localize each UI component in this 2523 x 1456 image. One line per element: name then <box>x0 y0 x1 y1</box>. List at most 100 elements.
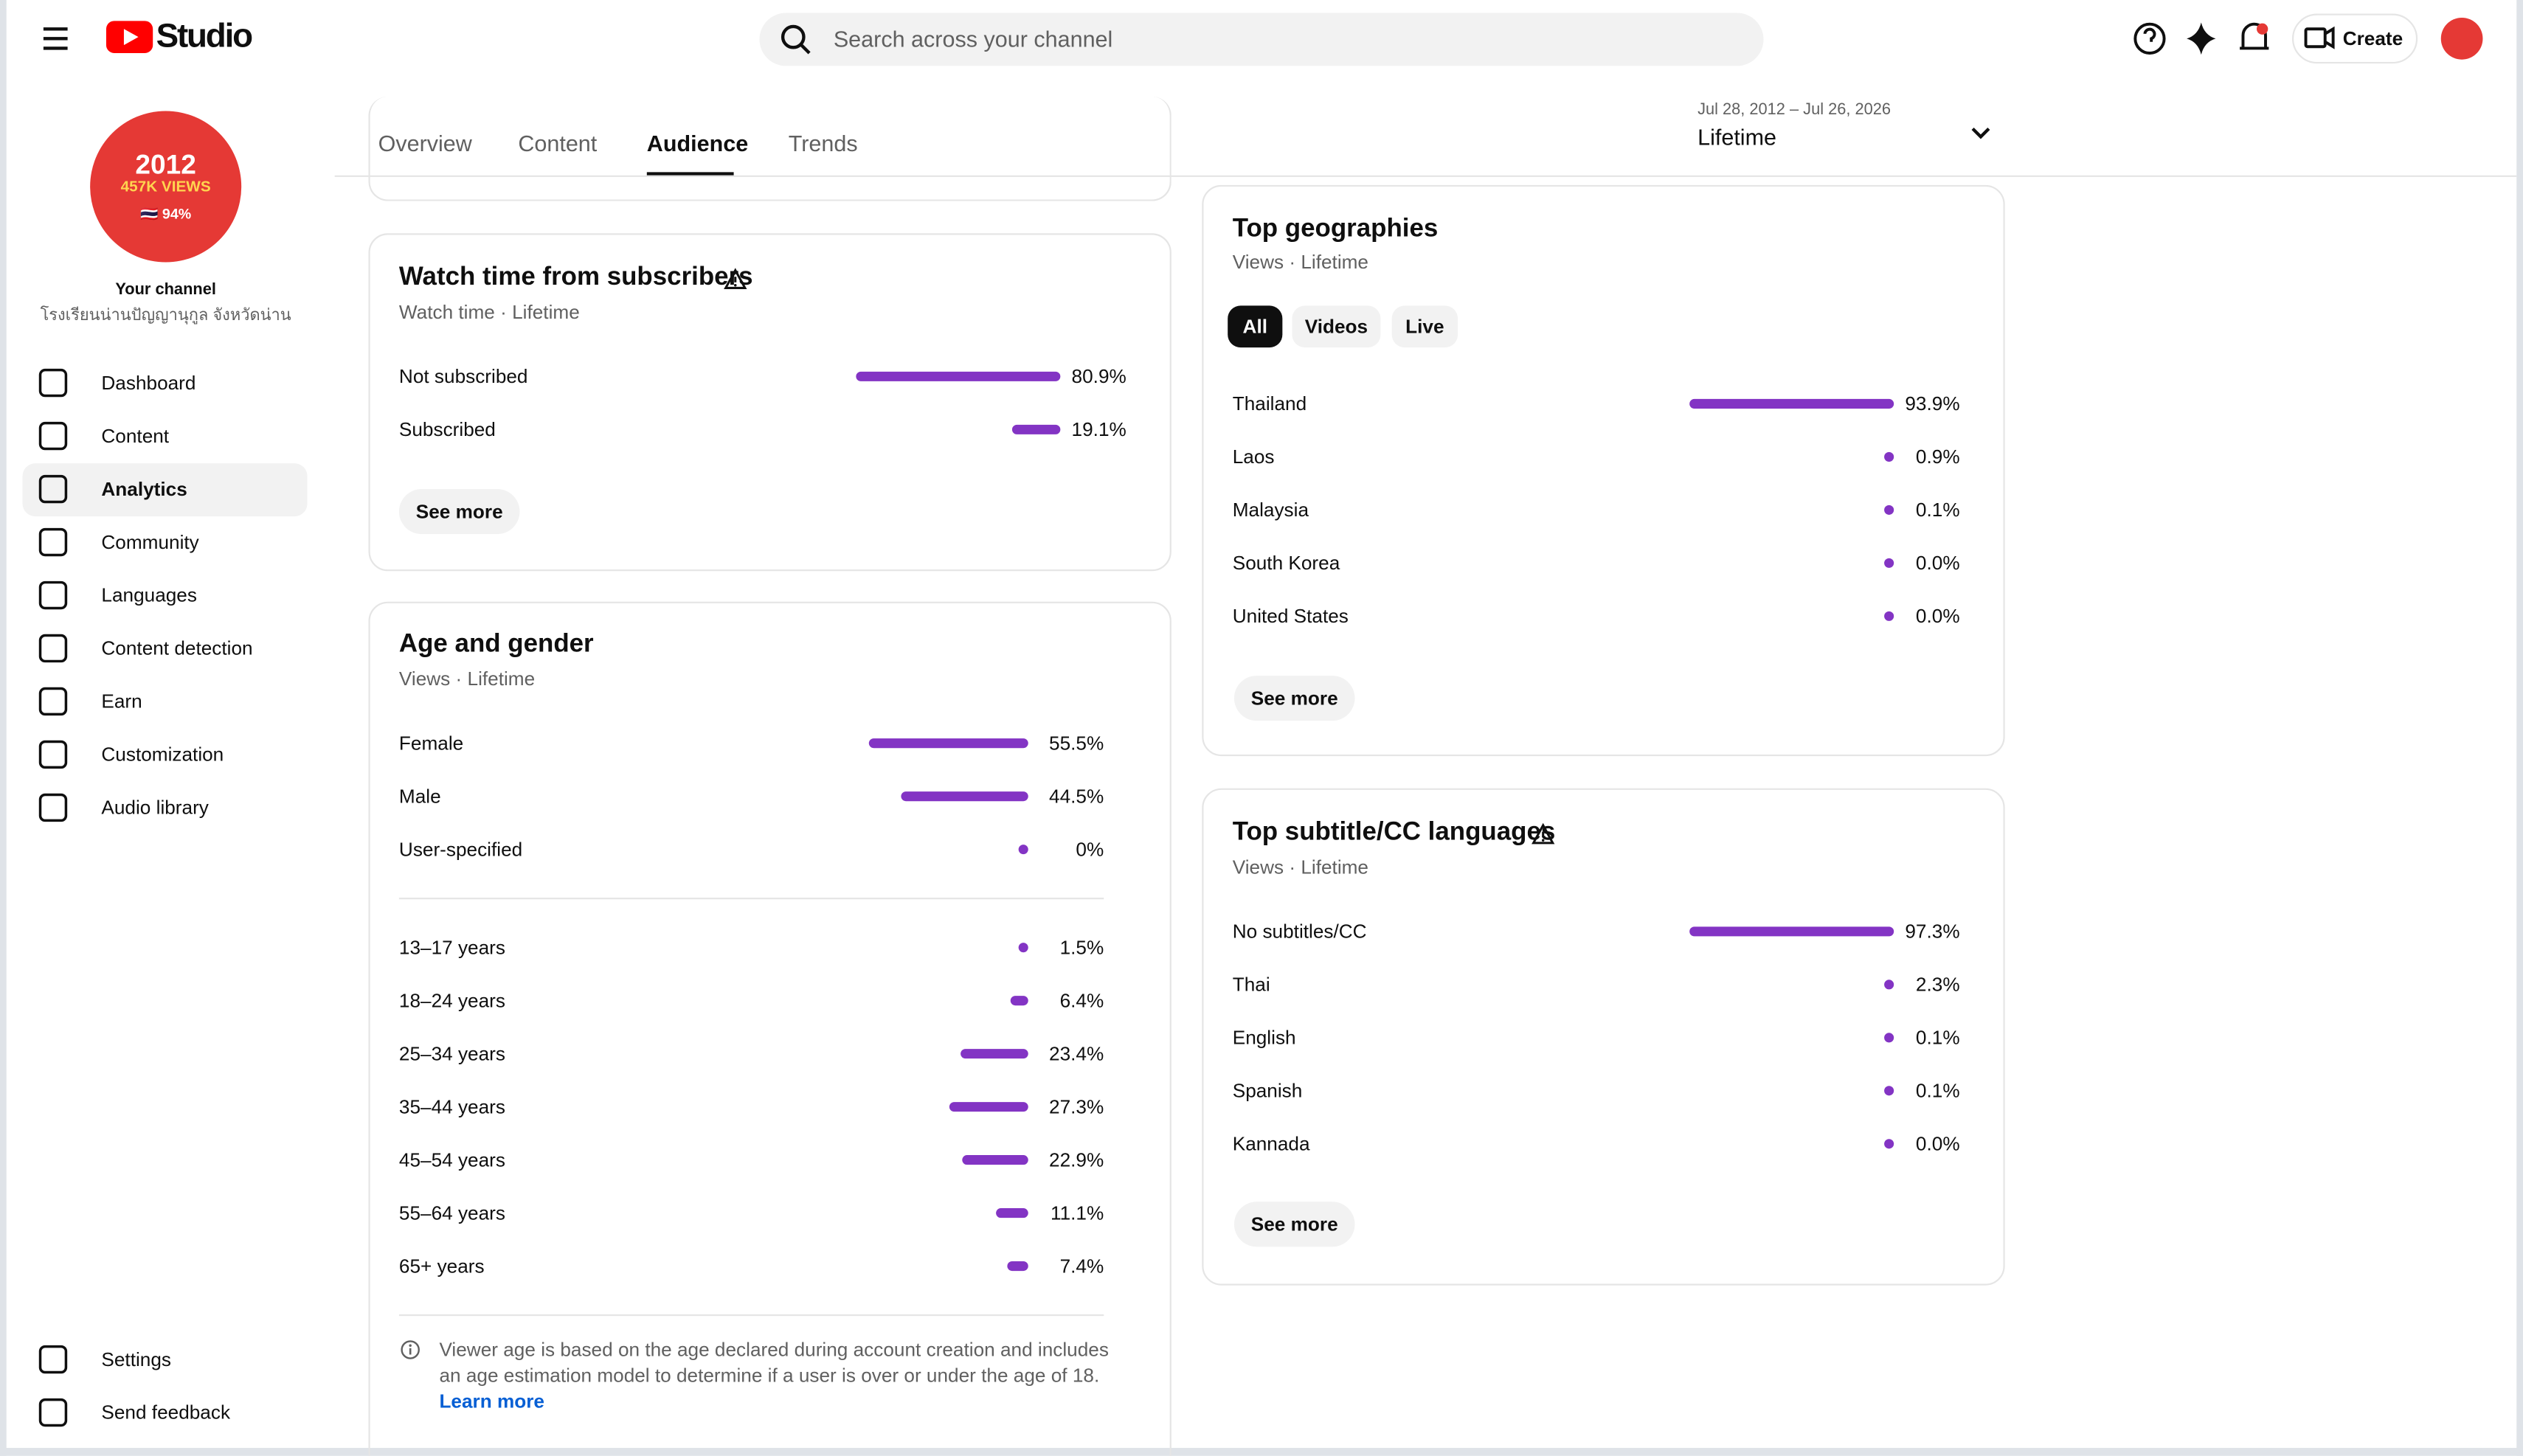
create-label[interactable]: Create <box>2342 27 2403 50</box>
bar <box>856 371 1061 381</box>
row-label: 55–64 years <box>398 1202 505 1224</box>
filter-chip[interactable]: All <box>1228 305 1283 348</box>
channel-label: Your channel <box>115 281 216 299</box>
nav-icon <box>38 1398 68 1427</box>
bar <box>1884 451 1894 462</box>
row-value: 2.3% <box>1915 973 1960 996</box>
see-more-button[interactable]: See more <box>398 489 520 535</box>
filter-chip[interactable]: Live <box>1391 305 1458 348</box>
search-placeholder: Search across your channel <box>833 25 1113 52</box>
row-label: Laos <box>1232 446 1275 468</box>
row-label: Malaysia <box>1232 499 1309 521</box>
avatar-text: 457K VIEWS <box>120 178 211 197</box>
bar <box>962 1155 1028 1165</box>
bar <box>868 738 1028 749</box>
row-label: Not subscribed <box>398 365 528 388</box>
card-title: Top subtitle/CC languages <box>1232 819 1556 847</box>
filter-chip[interactable]: Videos <box>1292 305 1381 348</box>
row-label: English <box>1232 1026 1296 1050</box>
card-title: Age and gender <box>398 630 594 659</box>
bar <box>1009 996 1028 1006</box>
card-subtitle: Views · Lifetime <box>1232 251 1369 274</box>
nav-item[interactable]: Audio library <box>101 796 209 819</box>
bar <box>1689 398 1894 409</box>
create-button[interactable] <box>2292 13 2418 64</box>
nav-item[interactable]: Content <box>101 424 170 448</box>
row-label: 25–34 years <box>398 1042 505 1065</box>
search-icon <box>781 24 811 55</box>
bar <box>1884 1139 1894 1149</box>
nav-item[interactable]: Languages <box>101 583 197 607</box>
bar <box>1006 1261 1028 1272</box>
row-label: 65+ years <box>398 1255 485 1278</box>
nav-icon <box>38 634 68 663</box>
date-range[interactable]: Jul 28, 2012 – Jul 26, 2026 <box>1697 101 1892 119</box>
warning-icon[interactable] <box>724 268 747 291</box>
nav-icon <box>38 527 68 557</box>
row-value: 80.9% <box>1071 365 1126 388</box>
row-label: Subscribed <box>398 418 496 441</box>
nav-item[interactable]: Content detection <box>101 637 253 660</box>
search-box[interactable] <box>759 13 1764 66</box>
tab[interactable]: Content <box>518 130 598 156</box>
bar <box>1884 1033 1894 1043</box>
card <box>368 601 1171 1456</box>
divider <box>398 898 1104 900</box>
bar <box>996 1208 1028 1218</box>
logo-text[interactable]: Studio <box>156 17 254 55</box>
see-more-button[interactable]: See more <box>1233 1202 1355 1247</box>
card <box>1202 788 2005 1286</box>
see-more-button[interactable]: See more <box>1233 676 1355 721</box>
bar <box>900 791 1028 802</box>
date-period[interactable]: Lifetime <box>1697 123 1777 150</box>
nav-item[interactable]: Settings <box>101 1348 171 1371</box>
card-title: Top geographies <box>1232 215 1439 243</box>
note-text: an age estimation model to determine if … <box>439 1364 1100 1387</box>
frame-bottom <box>0 1448 2523 1456</box>
tab[interactable]: Trends <box>788 130 858 156</box>
nav-item[interactable]: Customization <box>101 743 224 766</box>
nav-icon <box>38 580 68 610</box>
nav-item[interactable]: Send feedback <box>101 1401 231 1424</box>
nav-item[interactable]: Earn <box>101 690 142 713</box>
tab-underline <box>646 172 734 176</box>
card-subtitle: Views · Lifetime <box>1232 856 1369 878</box>
tab[interactable]: Overview <box>378 130 472 156</box>
help-icon[interactable] <box>2133 22 2166 55</box>
nav-active-bg <box>22 463 308 517</box>
row-value: 27.3% <box>1049 1095 1104 1118</box>
logo-play <box>123 29 139 46</box>
account-avatar[interactable] <box>2440 17 2483 60</box>
row-value: 0.1% <box>1915 499 1960 521</box>
card-title: Watch time from subscribers <box>398 263 753 291</box>
frame-left <box>0 0 7 1456</box>
avatar-text: 2012 <box>135 149 196 181</box>
row-label: United States <box>1232 605 1349 628</box>
nav-icon <box>38 793 68 822</box>
nav-icon <box>38 1345 68 1374</box>
row-label: Thailand <box>1232 392 1307 415</box>
bar <box>1018 943 1028 953</box>
warning-icon[interactable] <box>1532 822 1555 847</box>
date-chevron[interactable] <box>1971 119 1990 139</box>
row-value: 44.5% <box>1049 785 1104 808</box>
card <box>1202 184 2005 757</box>
row-value: 6.4% <box>1059 989 1104 1012</box>
learn-more-link[interactable]: Learn more <box>439 1390 545 1413</box>
tab[interactable]: Audience <box>646 130 749 156</box>
row-value: 55.5% <box>1049 732 1104 755</box>
ai-icon[interactable] <box>2187 22 2216 55</box>
menu-icon[interactable] <box>43 27 68 50</box>
notifications-icon[interactable] <box>2240 22 2269 50</box>
row-value: 0% <box>1076 838 1104 861</box>
row-value: 97.3% <box>1905 920 1960 943</box>
tabs-divider <box>334 175 2517 177</box>
row-value: 0.0% <box>1915 552 1960 575</box>
divider <box>398 1314 1104 1317</box>
sidebar-avatar[interactable] <box>86 106 246 267</box>
nav-icon <box>38 687 68 716</box>
nav-item[interactable]: Analytics <box>101 477 187 501</box>
nav-item[interactable]: Community <box>101 530 199 554</box>
nav-item[interactable]: Dashboard <box>101 371 196 395</box>
